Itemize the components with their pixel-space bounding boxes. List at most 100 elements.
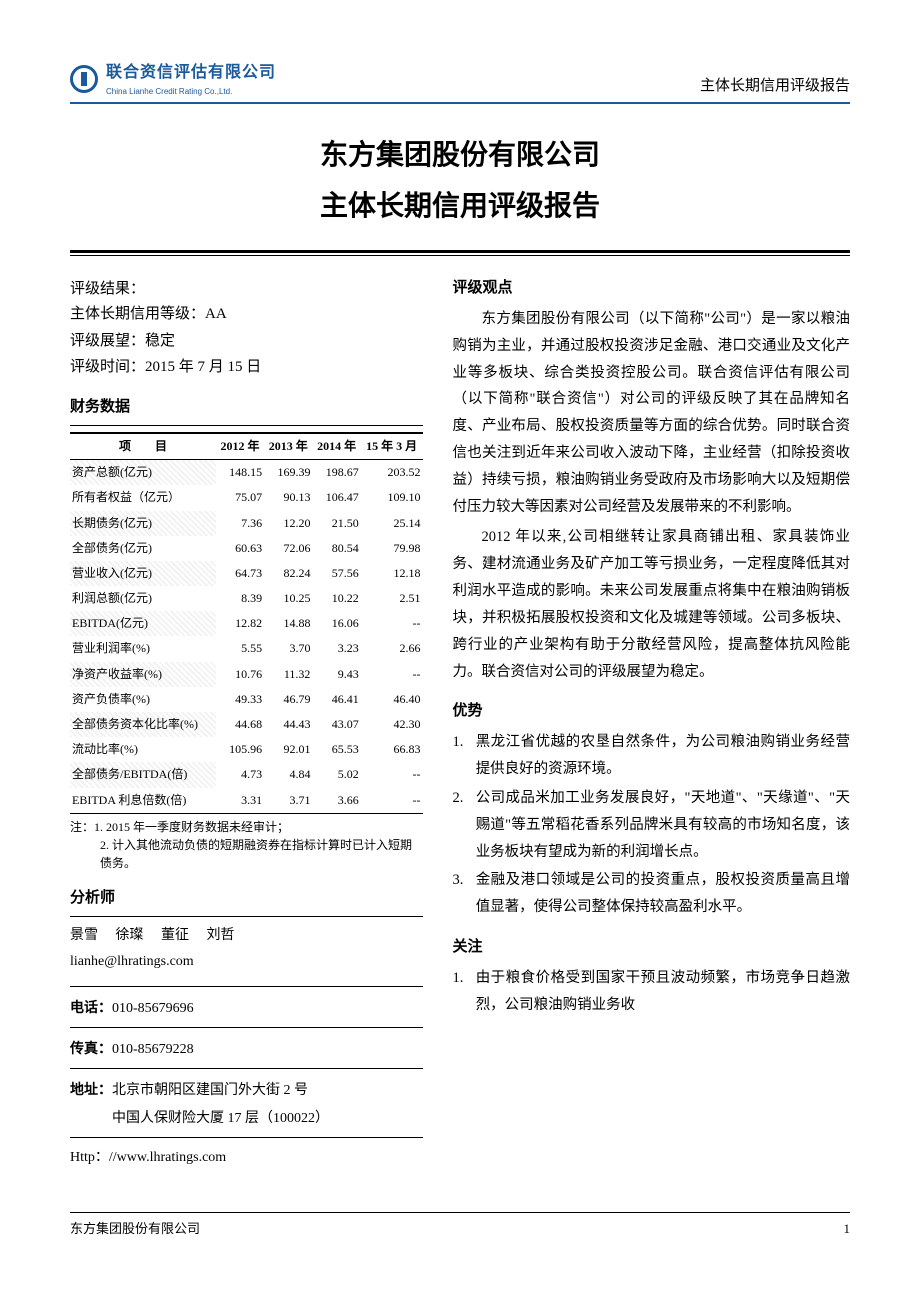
row-value: -- bbox=[361, 611, 423, 636]
strengths-list: 黑龙江省优越的农垦自然条件，为公司粮油购销业务经营提供良好的资源环境。公司成品米… bbox=[453, 729, 851, 921]
row-value: 106.47 bbox=[312, 485, 360, 510]
rating-outlook-value: 稳定 bbox=[145, 333, 175, 349]
row-value: 3.71 bbox=[264, 788, 312, 814]
row-value: 92.01 bbox=[264, 737, 312, 762]
row-label: 营业收入(亿元) bbox=[70, 561, 216, 586]
row-value: 11.32 bbox=[264, 662, 312, 687]
phone-value: 010-85679696 bbox=[112, 1001, 194, 1016]
row-label: 全部债务(亿元) bbox=[70, 536, 216, 561]
row-value: 49.33 bbox=[216, 687, 264, 712]
footer-company: 东方集团股份有限公司 bbox=[70, 1219, 200, 1240]
row-value: 14.88 bbox=[264, 611, 312, 636]
row-value: 4.73 bbox=[216, 762, 264, 787]
rating-grade-label: 主体长期信用等级： bbox=[70, 305, 205, 322]
divider bbox=[70, 425, 423, 426]
rating-outlook: 评级展望：稳定 bbox=[70, 328, 423, 355]
row-value: 25.14 bbox=[361, 511, 423, 536]
opinion-heading: 评级观点 bbox=[453, 276, 851, 300]
row-value: 44.43 bbox=[264, 712, 312, 737]
row-value: 3.23 bbox=[312, 636, 360, 661]
row-value: 79.98 bbox=[361, 536, 423, 561]
rating-date-label: 评级时间： bbox=[70, 358, 145, 375]
col-2015q1: 15 年 3 月 bbox=[361, 433, 423, 460]
row-value: 42.30 bbox=[361, 712, 423, 737]
analyst-name: 刘哲 bbox=[207, 928, 235, 943]
contact-block: 电话：010-85679696 传真：010-85679228 地址：北京市朝阳… bbox=[70, 986, 423, 1172]
logo-text-en: China Lianhe Credit Rating Co.,Ltd. bbox=[106, 86, 276, 99]
concerns-list: 由于粮食价格受到国家干预且波动频繁，市场竞争日趋激烈，公司粮油购销业务收 bbox=[453, 965, 851, 1019]
footer-page-number: 1 bbox=[844, 1219, 851, 1240]
table-row: 所有者权益（亿元）75.0790.13106.47109.10 bbox=[70, 485, 423, 510]
table-row: 长期债务(亿元)7.3612.2021.5025.14 bbox=[70, 511, 423, 536]
right-column: 评级观点 东方集团股份有限公司（以下简称"公司"）是一家以粮油购销为主业，并通过… bbox=[453, 276, 851, 1172]
divider bbox=[70, 916, 423, 917]
table-row: 资产负债率(%)49.3346.7946.4146.40 bbox=[70, 687, 423, 712]
row-value: 105.96 bbox=[216, 737, 264, 762]
table-row: 全部债务资本化比率(%)44.6844.4343.0742.30 bbox=[70, 712, 423, 737]
row-value: -- bbox=[361, 662, 423, 687]
rating-date-value: 2015 年 7 月 15 日 bbox=[145, 359, 261, 375]
row-value: 9.43 bbox=[312, 662, 360, 687]
table-note: 注：1. 2015 年一季度财务数据未经审计； 2. 计入其他流动负债的短期融资… bbox=[70, 818, 423, 872]
list-item: 金融及港口领域是公司的投资重点，股权投资质量高且增值显著，使得公司整体保持较高盈… bbox=[453, 867, 851, 921]
fax-label: 传真： bbox=[70, 1040, 112, 1056]
address-line1: 北京市朝阳区建国门外大街 2 号 bbox=[112, 1083, 308, 1098]
analyst-names: 景雪 徐璨 董征 刘哲 bbox=[70, 923, 423, 950]
row-value: 148.15 bbox=[216, 460, 264, 486]
col-item: 项 目 bbox=[70, 433, 216, 460]
strengths-heading: 优势 bbox=[453, 699, 851, 723]
analyst-name: 徐璨 bbox=[116, 928, 144, 943]
phone-label: 电话： bbox=[70, 999, 112, 1015]
row-value: 198.67 bbox=[312, 460, 360, 486]
row-value: 8.39 bbox=[216, 586, 264, 611]
table-row: 全部债务/EBITDA(倍)4.734.845.02-- bbox=[70, 762, 423, 787]
rating-outlook-label: 评级展望： bbox=[70, 332, 145, 349]
table-row: 全部债务(亿元)60.6372.0680.5479.98 bbox=[70, 536, 423, 561]
table-row: 营业利润率(%)5.553.703.232.66 bbox=[70, 636, 423, 661]
lianhe-logo-icon bbox=[70, 65, 98, 93]
analyst-name: 董征 bbox=[161, 928, 189, 943]
list-item: 由于粮食价格受到国家干预且波动频繁，市场竞争日趋激烈，公司粮油购销业务收 bbox=[453, 965, 851, 1019]
row-label: 净资产收益率(%) bbox=[70, 662, 216, 687]
table-row: 净资产收益率(%)10.7611.329.43-- bbox=[70, 662, 423, 687]
row-value: 65.53 bbox=[312, 737, 360, 762]
row-value: 12.20 bbox=[264, 511, 312, 536]
row-value: 64.73 bbox=[216, 561, 264, 586]
note-line2: 2. 计入其他流动负债的短期融资券在指标计算时已计入短期债务。 bbox=[70, 836, 423, 872]
row-value: 3.66 bbox=[312, 788, 360, 814]
row-label: 长期债务(亿元) bbox=[70, 511, 216, 536]
row-value: 72.06 bbox=[264, 536, 312, 561]
row-value: 21.50 bbox=[312, 511, 360, 536]
row-value: 44.68 bbox=[216, 712, 264, 737]
row-label: 全部债务资本化比率(%) bbox=[70, 712, 216, 737]
analyst-name: 景雪 bbox=[70, 928, 98, 943]
col-2014: 2014 年 bbox=[312, 433, 360, 460]
row-value: 2.66 bbox=[361, 636, 423, 661]
row-value: 82.24 bbox=[264, 561, 312, 586]
row-value: 12.82 bbox=[216, 611, 264, 636]
table-row: 资产总额(亿元)148.15169.39198.67203.52 bbox=[70, 460, 423, 486]
row-value: 4.84 bbox=[264, 762, 312, 787]
row-value: 16.06 bbox=[312, 611, 360, 636]
row-value: 57.56 bbox=[312, 561, 360, 586]
list-item: 黑龙江省优越的农垦自然条件，为公司粮油购销业务经营提供良好的资源环境。 bbox=[453, 729, 851, 783]
col-2012: 2012 年 bbox=[216, 433, 264, 460]
row-label: EBITDA(亿元) bbox=[70, 611, 216, 636]
row-label: 利润总额(亿元) bbox=[70, 586, 216, 611]
row-value: 75.07 bbox=[216, 485, 264, 510]
row-label: 流动比率(%) bbox=[70, 737, 216, 762]
row-value: 46.40 bbox=[361, 687, 423, 712]
financial-data-heading: 财务数据 bbox=[70, 395, 423, 419]
url-value: //www.lhratings.com bbox=[109, 1150, 226, 1165]
row-value: 10.76 bbox=[216, 662, 264, 687]
row-value: 10.25 bbox=[264, 586, 312, 611]
address-label: 地址： bbox=[70, 1081, 112, 1097]
row-value: 3.70 bbox=[264, 636, 312, 661]
page-footer: 东方集团股份有限公司 1 bbox=[70, 1212, 850, 1240]
row-value: 5.55 bbox=[216, 636, 264, 661]
row-value: 5.02 bbox=[312, 762, 360, 787]
left-column: 评级结果： 主体长期信用等级：AA 评级展望：稳定 评级时间：2015 年 7 … bbox=[70, 276, 423, 1172]
table-row: EBITDA 利息倍数(倍)3.313.713.66-- bbox=[70, 788, 423, 814]
concerns-heading: 关注 bbox=[453, 935, 851, 959]
row-label: 所有者权益（亿元） bbox=[70, 485, 216, 510]
